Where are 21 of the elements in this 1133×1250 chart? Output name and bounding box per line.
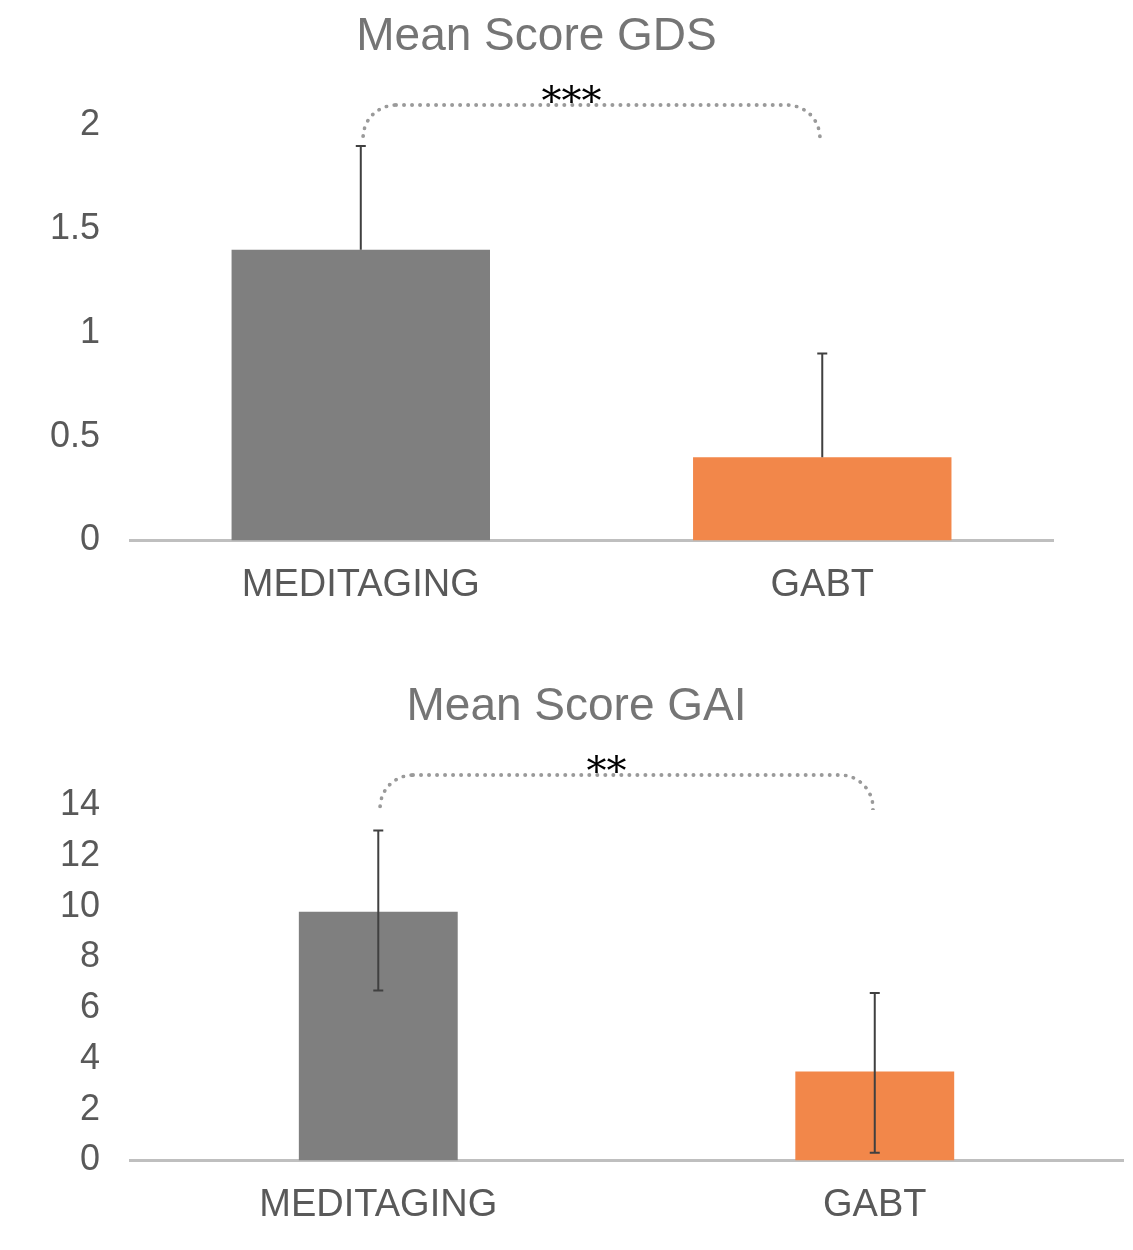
x-tick-label: GABT	[770, 561, 874, 604]
y-tick-label: 12	[60, 832, 101, 874]
x-tick-label: GABT	[823, 1181, 927, 1224]
y-tick-label: 0.5	[50, 413, 101, 455]
text: **	[586, 746, 627, 793]
x-tick-label: MEDITAGING	[241, 561, 480, 604]
y-tick-label: 14	[60, 782, 101, 824]
y-tick-label: 0	[80, 517, 101, 559]
y-tick-label: 8	[80, 934, 101, 976]
y-tick-label: 10	[60, 883, 101, 925]
x-tick-label: MEDITAGING	[259, 1181, 498, 1224]
chart-title: Mean Score GAI	[406, 678, 747, 731]
y-tick-label: 1.5	[50, 205, 101, 247]
y-tick-label: 4	[80, 1035, 101, 1077]
y-tick-label: 2	[80, 1086, 101, 1128]
text: ***	[541, 76, 602, 123]
y-tick-label: 0	[80, 1137, 101, 1179]
chart-title: Mean Score GDS	[356, 8, 717, 61]
y-tick-label: 6	[80, 985, 101, 1027]
y-tick-label: 1	[80, 309, 101, 351]
y-tick-label: 2	[80, 102, 101, 144]
